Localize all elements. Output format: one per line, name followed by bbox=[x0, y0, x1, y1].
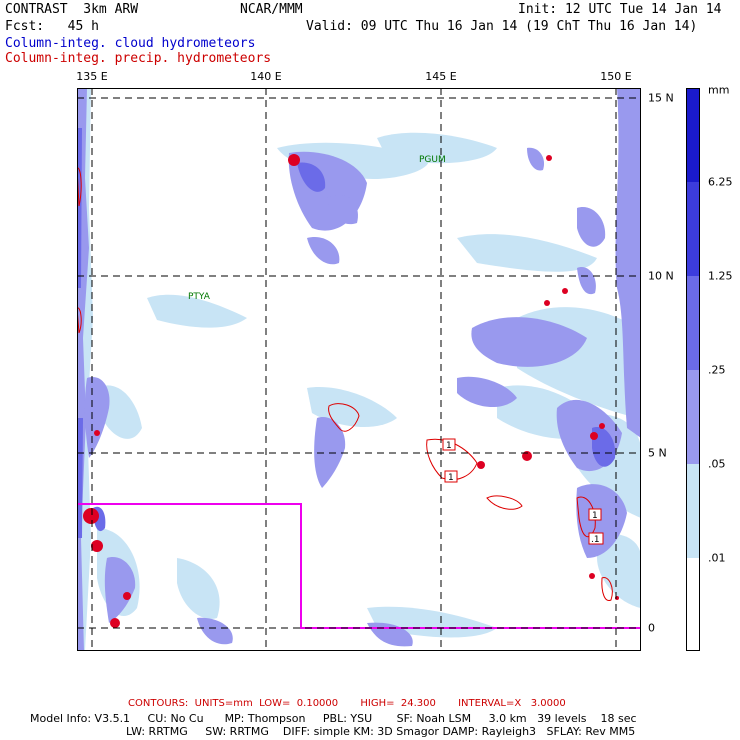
contour-label: 1 bbox=[446, 441, 452, 451]
lat-label-0: 0 bbox=[648, 621, 655, 635]
contour-label-boxes: 1 1 1 .1 bbox=[442, 438, 604, 545]
field-precip-label: Column-integ. precip. hydrometeors bbox=[5, 51, 272, 66]
contour-label: 1 bbox=[592, 511, 598, 521]
model-info-line2: LW: RRTMG SW: RRTMG DIFF: simple KM: 3D … bbox=[126, 725, 636, 738]
colorbar-swatch bbox=[686, 464, 700, 558]
contour-label: 1 bbox=[448, 473, 454, 483]
precip-cores bbox=[83, 154, 619, 628]
lat-lon-grid bbox=[77, 88, 641, 651]
org-label: NCAR/MMM bbox=[240, 2, 303, 17]
colorbar-swatch bbox=[686, 88, 700, 182]
place-pgum: PGUM bbox=[419, 155, 446, 165]
colorbar-swatch bbox=[686, 182, 700, 276]
colorbar-swatch bbox=[686, 558, 700, 651]
colorbar-unit: mm bbox=[708, 83, 730, 97]
init-time: Init: 12 UTC Tue 14 Jan 14 bbox=[518, 2, 722, 17]
model-info-line1: Model Info: V3.5.1 CU: No Cu MP: Thompso… bbox=[30, 712, 637, 725]
colorbar bbox=[686, 88, 700, 651]
place-ptya: PTYA bbox=[188, 292, 211, 302]
lat-label-10n: 10 N bbox=[648, 269, 674, 283]
lon-label-140: 140 E bbox=[250, 70, 282, 83]
field-cloud-label: Column-integ. cloud hydrometeors bbox=[5, 36, 256, 51]
valid-time: Valid: 09 UTC Thu 16 Jan 14 (19 ChT Thu … bbox=[306, 19, 698, 34]
lon-label-150: 150 E bbox=[600, 70, 632, 83]
colorbar-level: .01 bbox=[708, 551, 726, 565]
lat-label-5n: 5 N bbox=[648, 446, 667, 460]
contour-label: .1 bbox=[591, 535, 600, 545]
colorbar-level: 6.25 bbox=[708, 175, 733, 189]
colorbar-level: 1.25 bbox=[708, 269, 733, 283]
contour-info: CONTOURS: UNITS=mm LOW= 0.10000 HIGH= 24… bbox=[128, 698, 566, 709]
lat-label-15n: 15 N bbox=[648, 91, 674, 105]
lon-label-135: 135 E bbox=[76, 70, 108, 83]
colorbar-swatch bbox=[686, 370, 700, 464]
lon-label-145: 145 E bbox=[425, 70, 457, 83]
colorbar-level: .25 bbox=[708, 363, 726, 377]
model-title: CONTRAST 3km ARW bbox=[5, 2, 139, 17]
map-panel: 1 1 1 .1 PGUM PTYA bbox=[77, 88, 641, 651]
colorbar-swatch bbox=[686, 276, 700, 370]
nest-boundary bbox=[77, 503, 641, 629]
precip-contours bbox=[77, 167, 613, 602]
forecast-hour: Fcst: 45 h bbox=[5, 19, 99, 34]
colorbar-level: .05 bbox=[708, 457, 726, 471]
